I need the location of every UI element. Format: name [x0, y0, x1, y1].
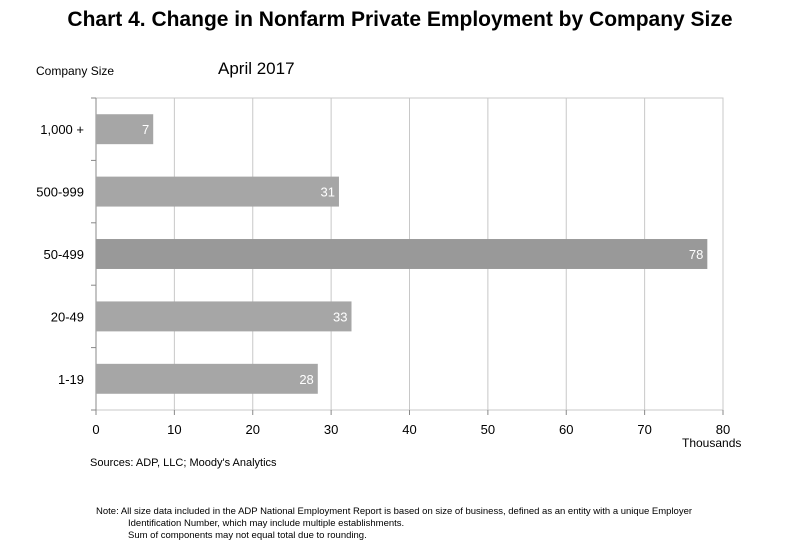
footnote-line: Identification Number, which may include… [128, 518, 405, 529]
footnote-line: Note: All size data included in the ADP … [96, 506, 693, 517]
bar-data-label: 78 [689, 247, 703, 262]
bar [96, 176, 339, 207]
y-axis-title: Company Size [36, 64, 115, 78]
bar-data-label: 7 [142, 122, 149, 137]
y-category-label: 50-499 [44, 247, 84, 262]
bar [96, 239, 708, 269]
x-tick-label: 50 [481, 422, 495, 437]
chart-subtitle: April 2017 [218, 59, 295, 78]
bar [96, 301, 352, 332]
bar-data-label: 33 [333, 309, 347, 324]
chart-title: Chart 4. Change in Nonfarm Private Emplo… [67, 8, 733, 31]
y-category-label: 1,000 + [40, 122, 84, 137]
x-tick-label: 20 [246, 422, 260, 437]
x-tick-label: 30 [324, 422, 338, 437]
x-tick-label: 70 [637, 422, 651, 437]
sources-text: Sources: ADP, LLC; Moody's Analytics [90, 457, 277, 469]
bar [96, 363, 318, 394]
bar-data-label: 28 [299, 372, 313, 387]
x-axis-unit-label: Thousands [682, 436, 742, 450]
bar [96, 114, 154, 145]
x-tick-label: 80 [716, 422, 730, 437]
x-tick-label: 40 [402, 422, 416, 437]
x-tick-label: 60 [559, 422, 573, 437]
y-category-label: 20-49 [51, 309, 84, 324]
bar-data-label: 31 [320, 185, 334, 200]
x-tick-label: 0 [92, 422, 99, 437]
x-tick-label: 10 [167, 422, 181, 437]
y-category-label: 1-19 [58, 372, 84, 387]
footnote: Note: All size data included in the ADP … [96, 506, 776, 542]
footnote-line: Sum of components may not equal total du… [128, 530, 367, 541]
y-category-label: 500-999 [36, 185, 84, 200]
